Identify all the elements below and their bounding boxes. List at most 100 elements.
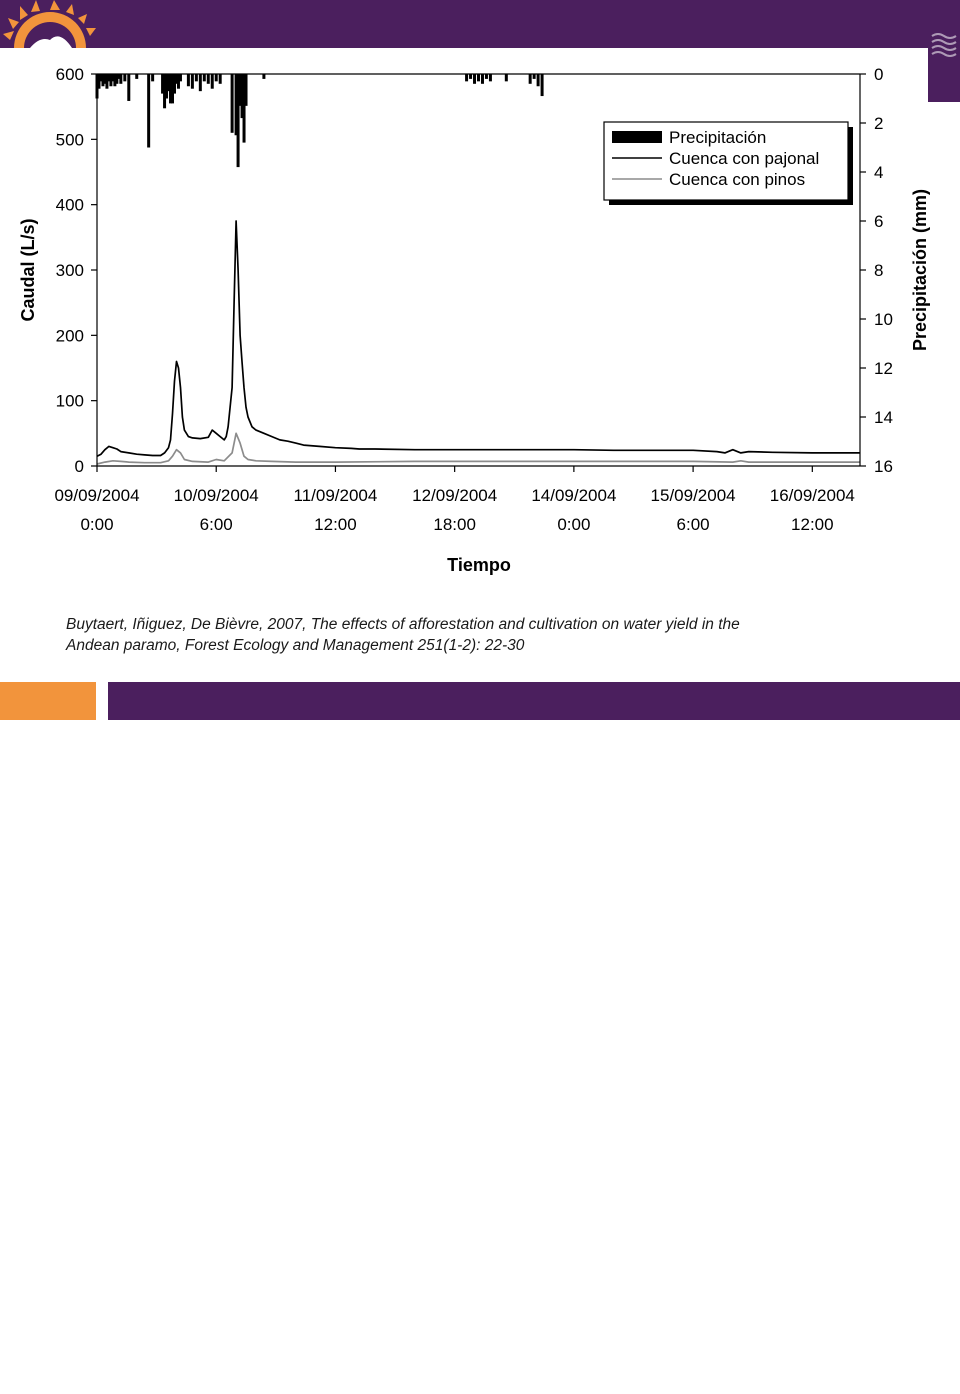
y-left-tick-label: 600	[56, 65, 84, 84]
footer-url-text: www.condesan.org	[733, 1368, 942, 1393]
legend-label-pajonal: Cuenca con pajonal	[669, 149, 819, 168]
citation-line-2: Andean paramo, Forest Ecology and Manage…	[66, 637, 525, 654]
precip-bar	[171, 74, 175, 104]
legend-swatch-precipitacion	[612, 131, 662, 143]
legend-label-pinos: Cuenca con pinos	[669, 170, 805, 189]
y-right-tick-label: 0	[874, 65, 883, 84]
precip-bar	[111, 74, 115, 82]
precip-bar	[480, 74, 484, 84]
precip-bar	[174, 74, 178, 84]
precip-bar	[119, 74, 123, 84]
chart-legend: Precipitación Cuenca con pajonal Cuenca …	[603, 121, 853, 205]
precip-bar	[167, 74, 171, 92]
precip-bar	[172, 74, 176, 94]
y-axis-left-title: Caudal (L/s)	[18, 218, 38, 321]
x-tick-label-time: 12:00	[791, 515, 834, 534]
precip-bar	[117, 74, 121, 79]
precip-bar	[477, 74, 480, 82]
footer-bar: www.condesan.org	[108, 682, 960, 1393]
precip-bar	[186, 74, 190, 87]
precip-bar	[127, 74, 131, 101]
series-line-pajonal	[96, 220, 860, 457]
precip-bar	[465, 74, 469, 82]
footer-orange-block	[0, 682, 96, 720]
y-left-tick-label: 500	[56, 130, 84, 149]
precip-bar	[101, 74, 105, 87]
x-tick-label-time: 6:00	[677, 515, 710, 534]
precip-bar	[484, 74, 488, 79]
precip-bar	[242, 74, 246, 143]
precip-bar	[113, 74, 117, 87]
y-left-tick-label: 300	[56, 261, 84, 280]
y-left-tick-label: 400	[56, 196, 84, 215]
precip-bar	[238, 74, 242, 106]
y-axis-right-title: Precipitación (mm)	[910, 189, 930, 351]
precip-bar	[97, 74, 101, 89]
precip-bar	[115, 74, 119, 84]
hydrograph-chart: 0 100 200 300 400 500 600 0 2 4 6 8 10 12 14 16 09/09/20…	[18, 65, 930, 575]
precip-bar	[206, 74, 210, 84]
precip-bar	[236, 74, 240, 168]
x-tick-label-date: 16/09/2004	[770, 486, 855, 505]
precip-bar	[163, 74, 167, 109]
y-left-tick-label: 0	[75, 457, 84, 476]
x-tick-label-time: 18:00	[433, 515, 476, 534]
x-tick-label-date: 15/09/2004	[651, 486, 736, 505]
x-tick-label-time: 6:00	[200, 515, 233, 534]
x-tick-label-date: 11/09/2004	[294, 486, 378, 505]
precip-bar	[147, 74, 151, 148]
precip-bar	[536, 74, 540, 87]
x-tick-label-date: 09/09/2004	[54, 486, 139, 505]
precip-bar	[161, 74, 165, 94]
header-bar	[0, 0, 960, 48]
y-right-tick-label: 14	[874, 408, 893, 427]
legend-label-precipitacion: Precipitación	[669, 128, 766, 147]
citation-line-1: Buytaert, Iñiguez, De Bièvre, 2007, The …	[66, 616, 740, 633]
precip-bar	[135, 74, 139, 79]
y-right-tick-label: 8	[874, 261, 883, 280]
precip-bar	[234, 74, 238, 136]
precip-bar	[194, 74, 198, 82]
x-axis-title: Tiempo	[447, 555, 511, 575]
citation-text: Buytaert, Iñiguez, De Bièvre, 2007, The …	[66, 614, 906, 656]
precip-bar	[99, 74, 103, 82]
precip-bar	[176, 74, 180, 89]
series-line-pinos	[96, 432, 860, 465]
precip-bar	[240, 74, 244, 119]
y-right-tick-label: 2	[874, 114, 883, 133]
precip-bar	[123, 74, 127, 82]
series-lines	[96, 220, 860, 465]
y-right-tick-label: 10	[874, 310, 893, 329]
precip-bar	[109, 74, 113, 87]
precip-bar	[169, 74, 173, 104]
precipitation-bars	[95, 74, 544, 168]
sun-logo-icon	[3, 0, 96, 48]
precip-bar	[469, 74, 473, 79]
precip-bar	[165, 74, 169, 99]
precip-bar	[105, 74, 109, 89]
precip-bar	[230, 74, 234, 133]
y-right-tick-label: 12	[874, 359, 893, 378]
wave-logo-icon	[931, 33, 957, 57]
precip-bar	[528, 74, 532, 84]
precip-bar	[214, 74, 218, 82]
precip-bar	[190, 74, 194, 89]
chart-axes: 0 100 200 300 400 500 600 0 2 4 6 8 10 12 14 16 09/09/20…	[54, 65, 892, 534]
precip-bar	[103, 74, 107, 84]
precip-bar	[178, 74, 182, 82]
precip-bar	[262, 74, 266, 79]
y-right-tick-label: 6	[874, 212, 883, 231]
precip-bar	[488, 74, 492, 82]
y-left-tick-label: 100	[56, 392, 84, 411]
x-tick-label-date: 12/09/2004	[412, 486, 497, 505]
precip-bar	[107, 74, 111, 82]
precip-bar	[504, 74, 508, 82]
y-left-tick-label: 200	[56, 326, 84, 345]
x-tick-label-date: 10/09/2004	[174, 486, 259, 505]
x-tick-label-date: 14/09/2004	[531, 486, 616, 505]
y-right-tick-label: 4	[874, 163, 883, 182]
x-tick-label-time: 0:00	[557, 515, 590, 534]
precip-bar	[473, 74, 477, 84]
precip-bar	[218, 74, 222, 84]
precip-bar	[202, 74, 206, 82]
